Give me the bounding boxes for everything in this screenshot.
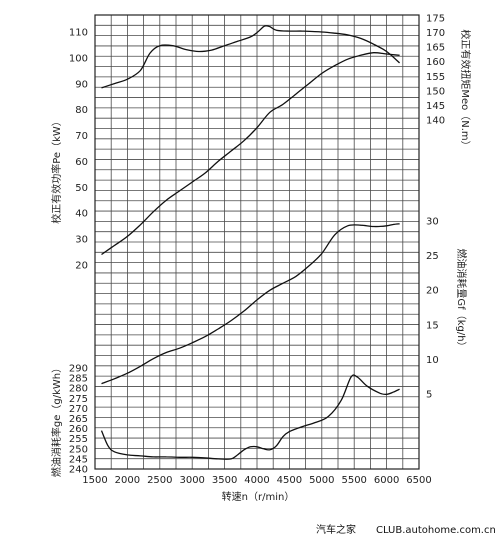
sfc-axis-label: 燃油消耗率ge（g/kWh） — [50, 363, 63, 477]
x-tick-label: 4000 — [244, 475, 269, 486]
torque-tick-label: 175 — [426, 14, 445, 25]
x-axis-label: 转速n（r/min） — [222, 490, 295, 503]
power-tick-label: 80 — [75, 105, 88, 116]
torque-tick-label: 145 — [426, 101, 445, 112]
tick-labels: 1500 2000 2500 3000 3500 4000 4500 5000 5500 6000… — [69, 14, 445, 487]
sfc-tick-label: 265 — [69, 414, 88, 425]
fuel-tick-label: 10 — [426, 355, 439, 366]
fuel-tick-label: 25 — [426, 251, 439, 262]
x-tick-label: 6500 — [406, 475, 431, 486]
x-tick-label: 2000 — [115, 475, 140, 486]
watermark-brand: 汽车之家 — [316, 523, 356, 536]
power-tick-label: 90 — [75, 79, 88, 90]
sfc-tick-label: 250 — [69, 444, 88, 455]
x-tick-label: 6000 — [374, 475, 399, 486]
power-tick-label: 110 — [69, 28, 88, 39]
sfc-tick-label: 255 — [69, 434, 88, 445]
x-tick-label: 1500 — [82, 475, 107, 486]
grid — [94, 14, 420, 470]
fuel-tick-label: 30 — [426, 217, 439, 228]
fuel-tick-label: 20 — [426, 286, 439, 297]
fuel-axis-label: 燃油消耗量Gf（kg/h） — [455, 248, 468, 351]
fuel-tick-label: 5 — [426, 390, 432, 401]
sfc-tick-label: 290 — [69, 364, 88, 375]
sfc-tick-label: 245 — [69, 454, 88, 465]
torque-tick-label: 155 — [426, 72, 445, 83]
power-tick-label: 40 — [75, 209, 88, 220]
fuel-tick-label: 15 — [426, 320, 439, 331]
sfc-tick-label: 275 — [69, 394, 88, 405]
torque-tick-label: 170 — [426, 28, 445, 39]
sfc-tick-label: 285 — [69, 374, 88, 385]
x-tick-label: 3500 — [212, 475, 237, 486]
power-tick-label: 30 — [75, 235, 88, 246]
x-tick-label: 3000 — [179, 475, 204, 486]
sfc-tick-label: 240 — [69, 465, 88, 476]
sfc-tick-label: 270 — [69, 404, 88, 415]
power-axis-label: 校正有效功率Pe（kW） — [50, 116, 63, 224]
power-tick-label: 50 — [75, 183, 88, 194]
watermark-site: CLUB.autohome.com.cn — [376, 525, 496, 536]
power-tick-label: 100 — [69, 53, 88, 64]
fuel-consumption-curve — [101, 223, 400, 385]
torque-tick-label: 165 — [426, 43, 445, 54]
x-tick-label: 5000 — [309, 475, 334, 486]
series-curves — [100, 25, 401, 460]
torque-tick-label: 150 — [426, 86, 445, 97]
torque-curve — [101, 25, 401, 89]
power-tick-label: 20 — [75, 260, 88, 271]
power-tick-label: 70 — [75, 131, 88, 142]
torque-tick-label: 160 — [426, 57, 445, 68]
sfc-tick-label: 260 — [69, 424, 88, 435]
plot-frame — [94, 14, 420, 470]
torque-tick-label: 140 — [426, 116, 445, 127]
x-tick-label: 2500 — [147, 475, 172, 486]
sfc-curve — [100, 374, 400, 460]
sfc-tick-label: 280 — [69, 384, 88, 395]
power-curve — [101, 52, 400, 256]
torque-axis-label: 校正有效扭矩Meo（N.m） — [459, 29, 472, 150]
power-tick-label: 60 — [75, 157, 88, 168]
x-tick-label: 5500 — [341, 475, 366, 486]
x-tick-label: 4500 — [277, 475, 302, 486]
